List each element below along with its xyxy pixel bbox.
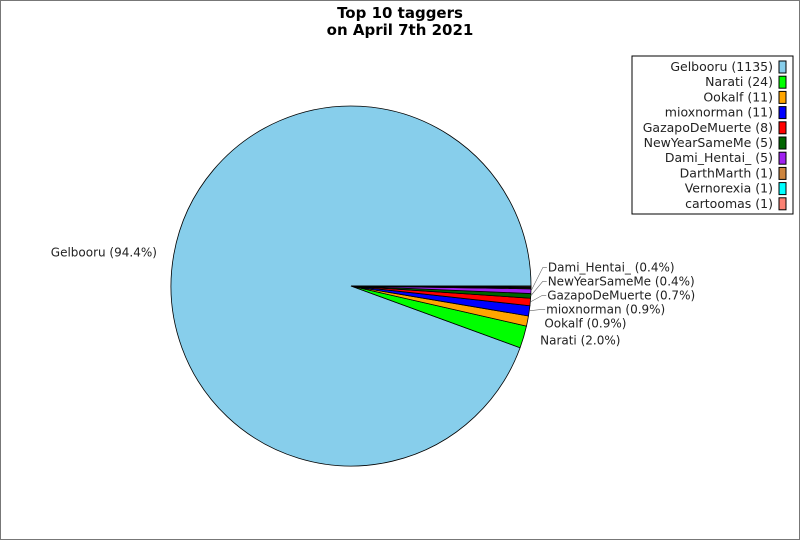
legend-entry-cartoomas: cartoomas (1): [685, 196, 773, 211]
slice-label-GazapoDeMuerte: GazapoDeMuerte (0.7%): [547, 288, 695, 302]
legend-entry-Ookalf: Ookalf (11): [703, 89, 773, 104]
legend-box: [631, 55, 794, 215]
legend-swatch-DarthMarth: [778, 166, 787, 180]
legend-swatch-NewYearSameMe: [778, 136, 787, 150]
slice-label-Gelbooru: Gelbooru (94.4%): [51, 246, 157, 260]
pie-slice-cartoomas: [350, 285, 532, 288]
legend-entry-GazapoDeMuerte: GazapoDeMuerte (8): [643, 120, 773, 135]
leader-line-NewYearSameMe: [530, 281, 547, 297]
slice-label-mioxnorman: mioxnorman (0.9%): [546, 302, 665, 316]
chart-title-line-1: Top 10 taggers: [337, 4, 463, 22]
slice-label-Dami_Hentai_: Dami_Hentai_ (0.4%): [548, 260, 675, 274]
legend-swatch-Dami_Hentai_: [778, 151, 787, 165]
legend-entry-Gelbooru: Gelbooru (1135): [670, 59, 773, 74]
legend-swatch-Ookalf: [778, 90, 787, 104]
legend-entry-NewYearSameMe: NewYearSameMe (5): [644, 135, 773, 150]
slice-label-NewYearSameMe: NewYearSameMe (0.4%): [548, 274, 695, 288]
leader-line-mioxnorman: [529, 309, 546, 312]
chart-title-line-2: on April 7th 2021: [327, 21, 474, 39]
slice-label-Narati: Narati (2.0%): [540, 333, 620, 347]
legend-entry-Narati: Narati (24): [705, 74, 773, 89]
legend-entry-mioxnorman: mioxnorman (11): [665, 105, 773, 120]
slice-label-Ookalf: Ookalf (0.9%): [544, 316, 626, 330]
legend-entry-Dami_Hentai_: Dami_Hentai_ (5): [665, 150, 773, 165]
legend-swatch-GazapoDeMuerte: [778, 121, 787, 135]
legend-swatch-Gelbooru: [778, 60, 787, 74]
legend-entry-DarthMarth: DarthMarth (1): [680, 165, 773, 180]
leader-line-Dami_Hentai_: [530, 267, 547, 292]
legend-swatch-cartoomas: [778, 197, 787, 211]
legend-entry-Vernorexia: Vernorexia (1): [685, 181, 773, 196]
legend-swatch-Vernorexia: [778, 182, 787, 196]
legend-swatch-Narati: [778, 75, 787, 89]
leader-line-GazapoDeMuerte: [530, 295, 547, 303]
legend-swatch-mioxnorman: [778, 106, 787, 120]
